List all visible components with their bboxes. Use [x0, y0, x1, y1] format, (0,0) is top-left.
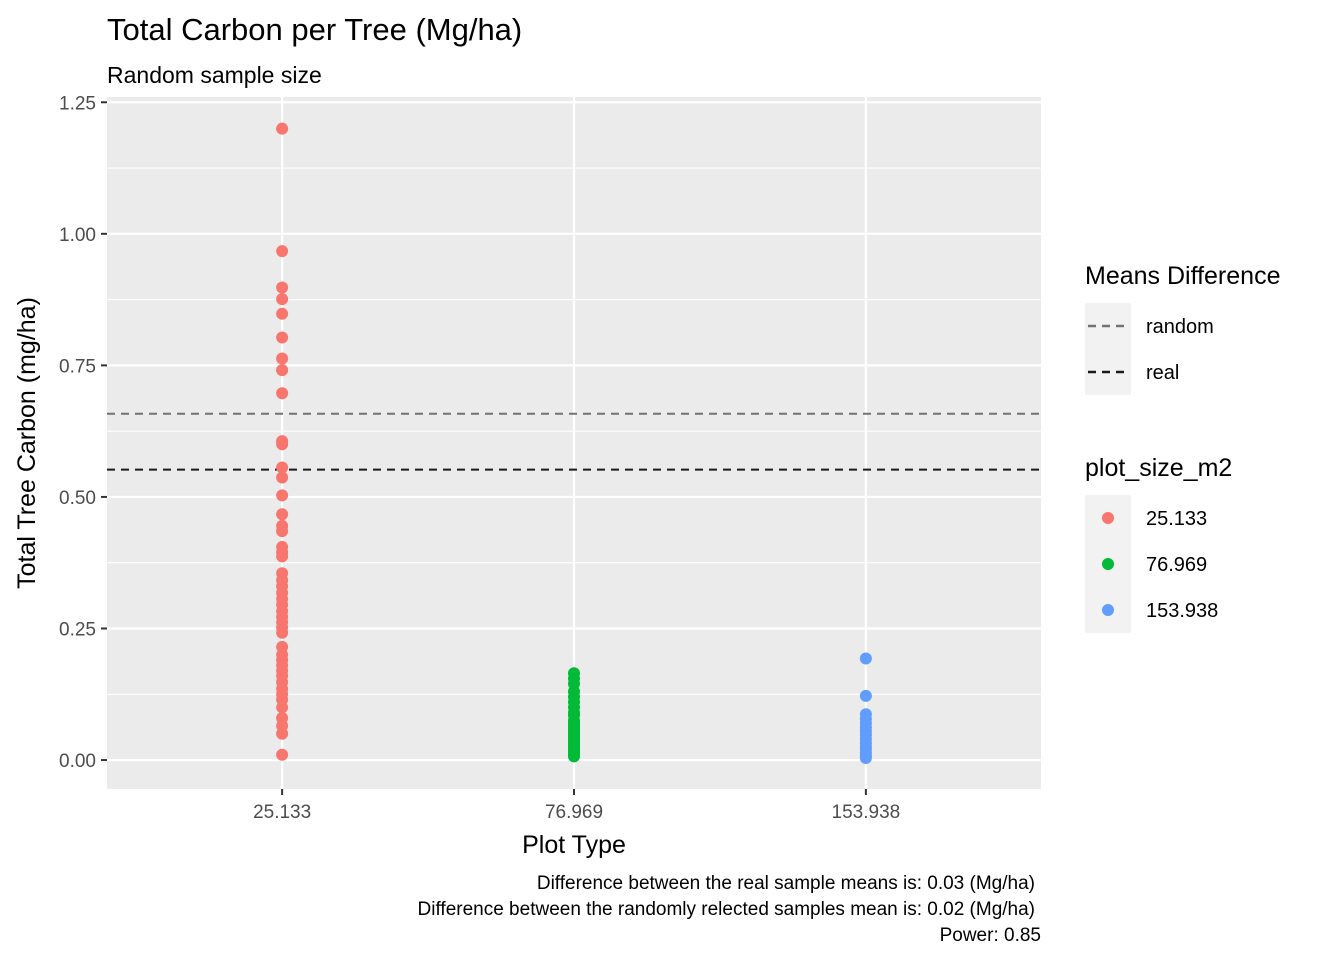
legend-points-title: plot_size_m2 [1085, 454, 1232, 482]
legend-key-point [1102, 604, 1114, 616]
point-25.133 [276, 281, 289, 294]
caption-line: Difference between the real sample means… [537, 873, 1035, 894]
x-tick-label: 25.133 [253, 802, 311, 823]
point-25.133 [276, 331, 289, 344]
chart-caption: Difference between the real sample means… [418, 873, 1041, 946]
y-tick-label: 0.00 [59, 751, 96, 772]
point-25.133 [276, 727, 289, 740]
legend-label: 76.969 [1146, 554, 1207, 576]
point-25.133 [276, 122, 289, 135]
caption-line: Power: 0.85 [940, 925, 1041, 946]
y-tick-label: 0.50 [59, 488, 96, 509]
point-25.133 [276, 748, 289, 761]
y-tick-label: 0.25 [59, 619, 96, 640]
x-axis-label: Plot Type [522, 831, 626, 859]
y-tick-label: 0.75 [59, 356, 96, 377]
legend-lines-title: Means Difference [1085, 262, 1280, 290]
grid-lines [107, 97, 1041, 789]
y-tick-label: 1.25 [59, 93, 96, 114]
point-25.133 [276, 525, 289, 538]
point-153.938 [859, 751, 872, 764]
point-25.133 [276, 550, 289, 563]
point-25.133 [276, 387, 289, 400]
point-25.133 [276, 508, 289, 521]
chart-subtitle: Random sample size [107, 62, 322, 88]
point-153.938 [859, 689, 872, 702]
data-points [276, 122, 872, 764]
chart-title: Total Carbon per Tree (Mg/ha) [107, 12, 522, 47]
point-25.133 [276, 245, 289, 258]
y-axis-label: Total Tree Carbon (mg/ha) [13, 297, 41, 589]
legend-means-difference: Means Difference random real [1085, 262, 1280, 395]
legend-label: real [1146, 362, 1179, 384]
legend-plot-size: plot_size_m2 25.133 76.969 153.938 [1085, 454, 1232, 633]
legend-label: random [1146, 316, 1214, 338]
legend-key-point [1102, 558, 1114, 570]
y-tick-label: 1.00 [59, 225, 96, 246]
x-tick-label: 153.938 [832, 802, 901, 823]
caption-line: Difference between the randomly relected… [418, 899, 1035, 920]
point-153.938 [859, 652, 872, 665]
point-25.133 [276, 438, 289, 451]
mean-lines [107, 412, 1041, 471]
point-76.969 [568, 750, 580, 763]
point-25.133 [276, 701, 289, 714]
point-25.133 [276, 352, 289, 365]
point-25.133 [276, 307, 289, 320]
y-axis: 0.00 0.25 0.50 0.75 1.00 1.25 [59, 93, 107, 772]
point-25.133 [276, 461, 289, 474]
x-axis: 25.133 76.969 153.938 [253, 789, 900, 823]
legend-label: 25.133 [1146, 508, 1207, 530]
legend-lines-key-box [1085, 303, 1131, 395]
legend-key-point [1102, 512, 1114, 524]
legend-label: 153.938 [1146, 600, 1218, 622]
point-25.133 [276, 471, 289, 484]
point-25.133 [276, 364, 289, 377]
point-25.133 [276, 293, 289, 306]
x-tick-label: 76.969 [545, 802, 603, 823]
point-25.133 [276, 489, 289, 502]
point-25.133 [276, 626, 289, 639]
